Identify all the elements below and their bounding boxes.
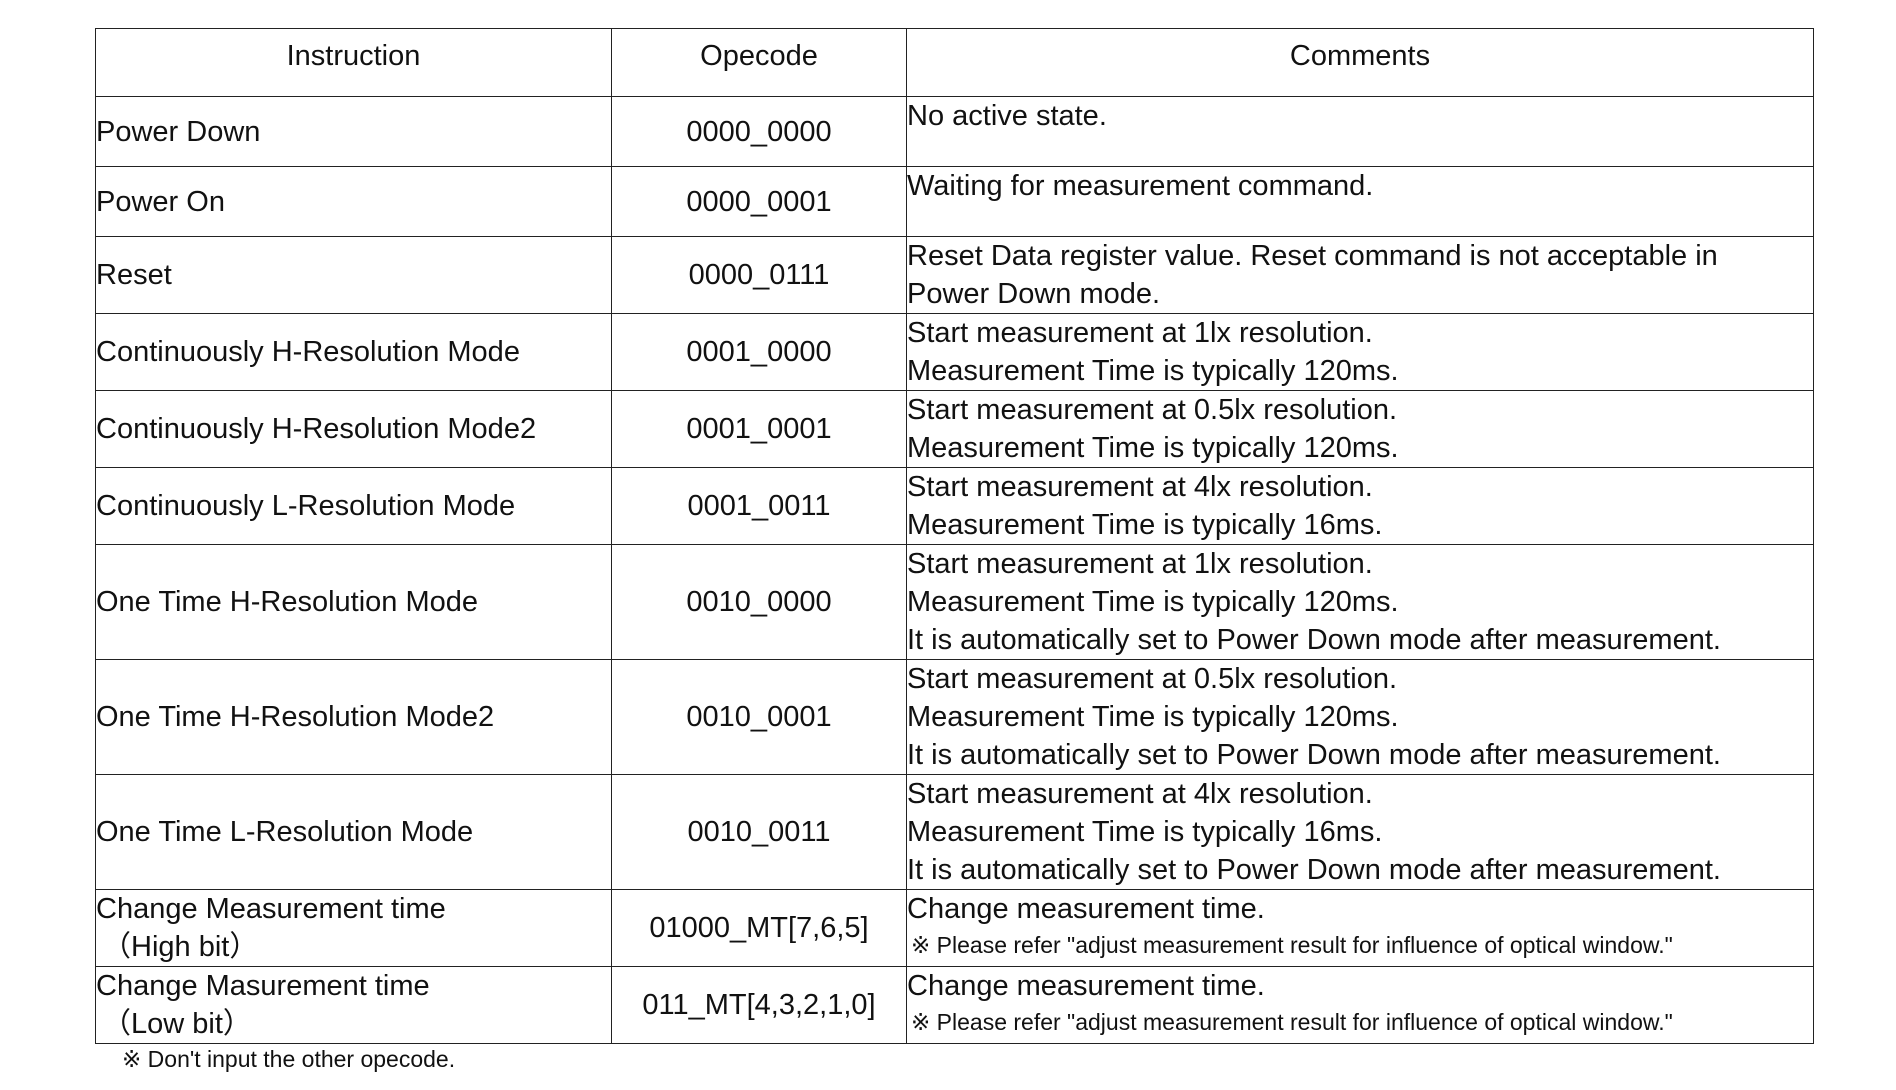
instruction-cell: Reset	[95, 236, 612, 314]
header-opecode: Opecode	[611, 28, 907, 97]
comments-cell: Waiting for measurement command.	[906, 166, 1814, 237]
instruction-text: Power Down	[96, 115, 261, 148]
comment-line: Change measurement time.	[907, 893, 1265, 925]
instruction-cell: Power On	[95, 166, 612, 237]
table-row: Continuously L-Resolution Mode 0001_0011…	[95, 467, 1814, 545]
table-row: Change Measurement time （High bit） 01000…	[95, 889, 1814, 967]
instruction-cell: One Time L-Resolution Mode	[95, 774, 612, 890]
comment-line: Waiting for measurement command.	[907, 170, 1374, 202]
comments-cell: Start measurement at 1lx resolution. Mea…	[906, 544, 1814, 660]
opecode-cell: 01000_MT[7,6,5]	[611, 889, 907, 967]
opecode-cell: 0001_0011	[611, 467, 907, 545]
instruction-cell: Continuously H-Resolution Mode	[95, 313, 612, 391]
comments-cell: Start measurement at 0.5lx resolution. M…	[906, 659, 1814, 775]
comment-line: Measurement Time is typically 120ms.	[907, 701, 1399, 733]
table-row: Reset 0000_0111 Reset Data register valu…	[95, 236, 1814, 314]
instruction-cell: Change Masurement time （Low bit）	[95, 966, 612, 1044]
instruction-text: Power On	[96, 185, 225, 218]
instruction-cell: One Time H-Resolution Mode	[95, 544, 612, 660]
reference-note: ※ Please refer "adjust measurement resul…	[911, 932, 1673, 958]
instruction-text: Continuously H-Resolution Mode	[96, 336, 520, 368]
comment-line: Change measurement time.	[907, 970, 1265, 1002]
instruction-text: Continuously H-Resolution Mode2	[96, 413, 537, 445]
instruction-text: Change Measurement time	[96, 893, 446, 925]
reference-note: ※ Please refer "adjust measurement resul…	[911, 1009, 1673, 1035]
opecode-cell: 0000_0001	[611, 166, 907, 237]
opecode-cell: 0000_0111	[611, 236, 907, 314]
instruction-text: Reset	[96, 259, 172, 291]
comment-line: Measurement Time is typically 120ms.	[907, 586, 1399, 618]
table-row: Continuously H-Resolution Mode2 0001_000…	[95, 390, 1814, 468]
comment-line: Measurement Time is typically 16ms.	[907, 509, 1383, 541]
header-comments: Comments	[906, 28, 1814, 97]
opecode-cell: 0010_0001	[611, 659, 907, 775]
table-header-row: Instruction Opecode Comments	[95, 28, 1814, 97]
comments-cell: Start measurement at 1lx resolution. Mea…	[906, 313, 1814, 391]
comment-line: Start measurement at 4lx resolution.	[907, 778, 1373, 810]
comments-cell: Start measurement at 4lx resolution. Mea…	[906, 774, 1814, 890]
table-row: Continuously H-Resolution Mode 0001_0000…	[95, 313, 1814, 391]
comment-line: Reset Data register value. Reset command…	[907, 240, 1718, 272]
table-row: Power Down 0000_0000 No active state.	[95, 96, 1814, 167]
table-row: One Time L-Resolution Mode 0010_0011 Sta…	[95, 774, 1814, 890]
comment-line: Start measurement at 0.5lx resolution.	[907, 394, 1398, 426]
instruction-table: Instruction Opecode Comments Power Down …	[95, 28, 1814, 1044]
comments-cell: Change measurement time. ※ Please refer …	[906, 966, 1814, 1044]
opecode-cell: 0001_0000	[611, 313, 907, 391]
instruction-cell: Continuously L-Resolution Mode	[95, 467, 612, 545]
instruction-cell: Power Down	[95, 96, 612, 167]
opecode-cell: 0010_0011	[611, 774, 907, 890]
table-row: Change Masurement time （Low bit） 011_MT[…	[95, 966, 1814, 1044]
table-row: One Time H-Resolution Mode2 0010_0001 St…	[95, 659, 1814, 775]
comment-line: It is automatically set to Power Down mo…	[907, 854, 1721, 886]
opecode-cell: 0001_0001	[611, 390, 907, 468]
instruction-text: One Time L-Resolution Mode	[96, 816, 474, 848]
comments-cell: Start measurement at 0.5lx resolution. M…	[906, 390, 1814, 468]
comment-line: Measurement Time is typically 120ms.	[907, 355, 1399, 387]
comments-cell: Change measurement time. ※ Please refer …	[906, 889, 1814, 967]
comment-line: Start measurement at 1lx resolution.	[907, 317, 1373, 349]
comment-line: No active state.	[907, 100, 1107, 132]
instruction-text: One Time H-Resolution Mode	[96, 586, 479, 618]
instruction-cell: Continuously H-Resolution Mode2	[95, 390, 612, 468]
instruction-text: Change Masurement time	[96, 970, 430, 1002]
comments-cell: Start measurement at 4lx resolution. Mea…	[906, 467, 1814, 545]
instruction-text: Continuously L-Resolution Mode	[96, 490, 516, 522]
comment-line: Start measurement at 4lx resolution.	[907, 471, 1373, 503]
comment-line: Start measurement at 0.5lx resolution.	[907, 663, 1398, 695]
footnote: ※ Don't input the other opecode.	[122, 1046, 456, 1072]
comment-line: Measurement Time is typically 120ms.	[907, 432, 1399, 464]
instruction-cell: One Time H-Resolution Mode2	[95, 659, 612, 775]
comment-line: It is automatically set to Power Down mo…	[907, 624, 1721, 656]
comment-line: Start measurement at 1lx resolution.	[907, 548, 1373, 580]
opecode-cell: 0000_0000	[611, 96, 907, 167]
comments-cell: No active state.	[906, 96, 1814, 167]
header-instruction: Instruction	[95, 28, 612, 97]
comment-line: Measurement Time is typically 16ms.	[907, 816, 1383, 848]
instruction-subtext: （High bit）	[102, 931, 259, 963]
table-row: Power On 0000_0001 Waiting for measureme…	[95, 166, 1814, 237]
opecode-cell: 0010_0000	[611, 544, 907, 660]
instruction-subtext: （Low bit）	[102, 1008, 252, 1040]
comment-line: Power Down mode.	[907, 278, 1161, 310]
table-row: One Time H-Resolution Mode 0010_0000 Sta…	[95, 544, 1814, 660]
comments-cell: Reset Data register value. Reset command…	[906, 236, 1814, 314]
instruction-cell: Change Measurement time （High bit）	[95, 889, 612, 967]
instruction-text: One Time H-Resolution Mode2	[96, 701, 495, 733]
opecode-cell: 011_MT[4,3,2,1,0]	[611, 966, 907, 1044]
comment-line: It is automatically set to Power Down mo…	[907, 739, 1721, 771]
